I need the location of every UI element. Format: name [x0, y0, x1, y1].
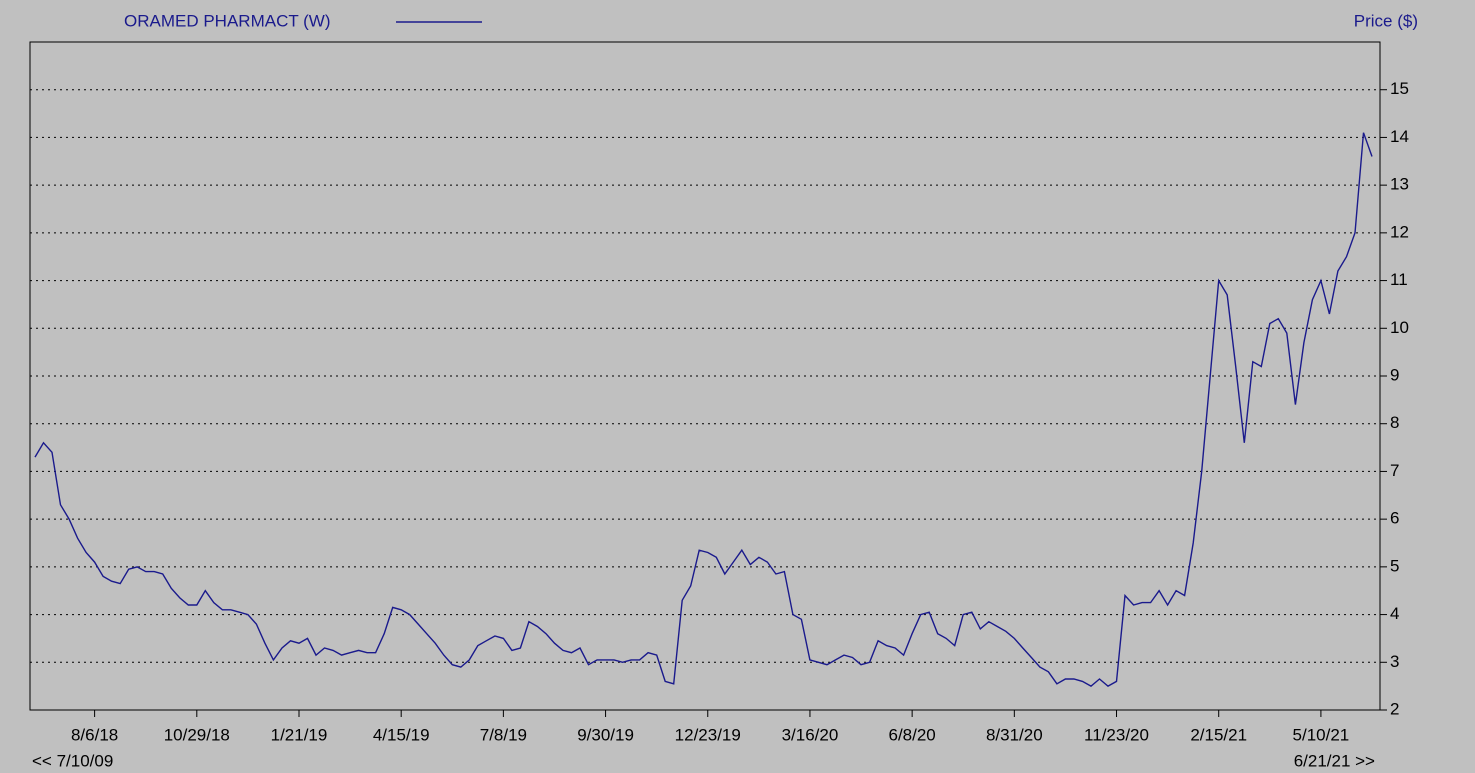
- y-tick-label: 15: [1390, 79, 1409, 98]
- x-tick-label: 3/16/20: [782, 725, 839, 744]
- x-tick-label: 11/23/20: [1084, 725, 1149, 744]
- y-tick-label: 5: [1390, 556, 1399, 575]
- y-tick-label: 6: [1390, 509, 1399, 528]
- y-tick-label: 11: [1390, 270, 1408, 289]
- y-tick-label: 7: [1390, 461, 1399, 480]
- x-tick-label: 10/29/18: [164, 725, 230, 744]
- y-tick-label: 10: [1390, 318, 1409, 337]
- x-tick-label: 4/15/19: [373, 725, 430, 744]
- nav-start[interactable]: << 7/10/09: [32, 751, 113, 770]
- y-axis-label: Price ($): [1354, 11, 1418, 30]
- y-tick-label: 9: [1390, 365, 1399, 384]
- y-tick-label: 2: [1390, 699, 1399, 718]
- x-tick-label: 1/21/19: [271, 725, 328, 744]
- x-tick-label: 12/23/19: [675, 725, 741, 744]
- x-tick-label: 8/31/20: [986, 725, 1043, 744]
- y-tick-label: 13: [1390, 175, 1409, 194]
- price-line: [34, 132, 1373, 687]
- x-tick-label: 5/10/21: [1293, 725, 1350, 744]
- y-tick-label: 3: [1390, 652, 1399, 671]
- y-tick-label: 4: [1390, 604, 1399, 623]
- y-tick-label: 14: [1390, 127, 1409, 146]
- x-tick-label: 7/8/19: [480, 725, 527, 744]
- x-tick-label: 2/15/21: [1190, 725, 1247, 744]
- legend-label: ORAMED PHARMACT (W): [124, 11, 331, 30]
- x-tick-label: 6/8/20: [889, 725, 936, 744]
- y-tick-label: 12: [1390, 222, 1409, 241]
- plot-area: [29, 41, 1381, 711]
- x-tick-label: 8/6/18: [71, 725, 118, 744]
- y-tick-label: 8: [1390, 413, 1399, 432]
- nav-end[interactable]: 6/21/21 >>: [1294, 751, 1375, 770]
- x-tick-label: 9/30/19: [577, 725, 634, 744]
